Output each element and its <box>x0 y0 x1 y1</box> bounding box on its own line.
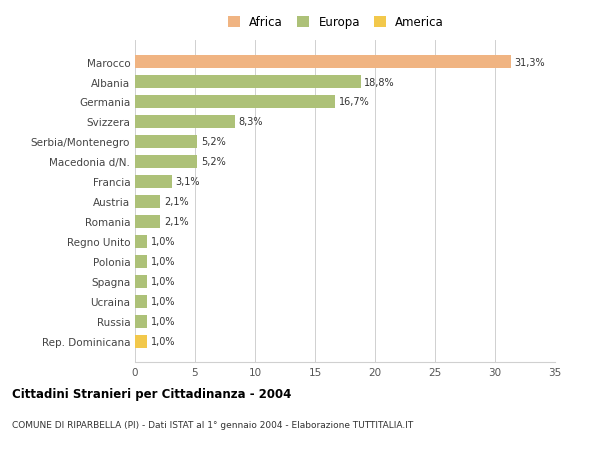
Text: 8,3%: 8,3% <box>238 117 263 127</box>
Bar <box>135 96 335 109</box>
Text: 3,1%: 3,1% <box>176 177 200 187</box>
Bar <box>135 275 147 288</box>
Text: 1,0%: 1,0% <box>151 317 175 326</box>
Bar <box>135 295 147 308</box>
Text: 1,0%: 1,0% <box>151 277 175 287</box>
Bar <box>135 196 160 208</box>
Text: 31,3%: 31,3% <box>514 57 545 67</box>
Bar <box>135 215 160 229</box>
Text: 16,7%: 16,7% <box>339 97 370 107</box>
Bar <box>135 315 147 328</box>
Bar <box>135 56 511 69</box>
Text: 18,8%: 18,8% <box>364 78 395 87</box>
Text: 1,0%: 1,0% <box>151 257 175 267</box>
Bar <box>135 255 147 268</box>
Text: 1,0%: 1,0% <box>151 297 175 307</box>
Text: 5,2%: 5,2% <box>201 137 226 147</box>
Text: 5,2%: 5,2% <box>201 157 226 167</box>
Bar <box>135 136 197 149</box>
Bar <box>135 116 235 129</box>
Bar <box>135 156 197 168</box>
Text: COMUNE DI RIPARBELLA (PI) - Dati ISTAT al 1° gennaio 2004 - Elaborazione TUTTITA: COMUNE DI RIPARBELLA (PI) - Dati ISTAT a… <box>12 420 413 429</box>
Text: 2,1%: 2,1% <box>164 217 188 227</box>
Text: Cittadini Stranieri per Cittadinanza - 2004: Cittadini Stranieri per Cittadinanza - 2… <box>12 387 292 400</box>
Bar <box>135 235 147 248</box>
Text: 2,1%: 2,1% <box>164 197 188 207</box>
Text: 1,0%: 1,0% <box>151 336 175 347</box>
Bar <box>135 335 147 348</box>
Legend: Africa, Europa, America: Africa, Europa, America <box>224 13 448 33</box>
Text: 1,0%: 1,0% <box>151 237 175 247</box>
Bar <box>135 76 361 89</box>
Bar <box>135 175 172 189</box>
